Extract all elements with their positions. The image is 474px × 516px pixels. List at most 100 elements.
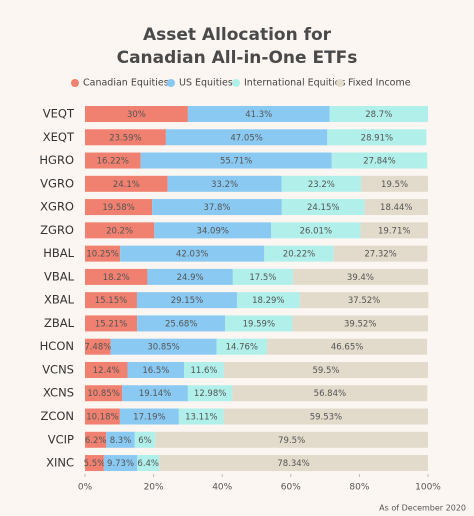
bar-segment xyxy=(85,338,111,355)
value-label: 20.22% xyxy=(283,250,315,260)
x-tick-label: 100% xyxy=(415,483,441,493)
legend-marker xyxy=(336,79,344,87)
value-label: 16.5% xyxy=(142,366,169,376)
bar-segment xyxy=(85,222,155,239)
bar-segment xyxy=(106,431,135,448)
bar-segment xyxy=(267,338,428,355)
value-label: 37.8% xyxy=(203,203,230,213)
value-label: 59.5% xyxy=(312,366,339,376)
chart-title: Canadian All-in-One ETFs xyxy=(117,48,358,68)
bar-segment xyxy=(271,222,361,239)
bar-segment xyxy=(85,431,107,448)
bar-segment xyxy=(327,129,427,146)
x-tick-label: 40% xyxy=(212,483,232,493)
value-label: 27.84% xyxy=(363,157,395,167)
bar-segment xyxy=(154,222,272,239)
category-label: HGRO xyxy=(39,153,74,167)
bar-segment xyxy=(147,268,233,285)
bar-segment xyxy=(85,455,104,472)
bar-segment xyxy=(281,175,362,192)
category-label: VBAL xyxy=(44,269,75,283)
bar-segment xyxy=(155,431,428,448)
bar-segment xyxy=(85,106,188,122)
bar-segment xyxy=(184,361,224,378)
bar-segment xyxy=(225,315,293,332)
bar-segment xyxy=(187,106,330,122)
value-label: 46.65% xyxy=(331,343,363,353)
value-label: 28.91% xyxy=(361,133,393,143)
bar-segment xyxy=(137,455,160,472)
value-label: 18.44% xyxy=(380,203,412,213)
value-label: 33.2% xyxy=(211,180,238,190)
value-label: 23.2% xyxy=(308,180,335,190)
bar-segment xyxy=(232,268,293,285)
x-tick-label: 0% xyxy=(78,483,93,493)
value-label: 34.09% xyxy=(197,226,229,236)
bar-segment xyxy=(137,315,226,332)
value-label: 18.29% xyxy=(252,296,284,306)
value-label: 39.4% xyxy=(347,273,374,283)
category-label: ZBAL xyxy=(44,316,75,330)
value-label: 29.15% xyxy=(171,296,203,306)
legend-label: Fixed Income xyxy=(348,78,411,89)
category-label: XGRO xyxy=(40,200,74,214)
category-label: ZGRO xyxy=(40,223,74,237)
value-label: 47.05% xyxy=(230,133,262,143)
bar-segment xyxy=(364,199,428,216)
value-label: 6% xyxy=(138,436,152,446)
bar-segment xyxy=(85,129,166,146)
value-label: 6.2% xyxy=(85,436,107,446)
value-label: 20.2% xyxy=(106,226,133,236)
value-label: 13.11% xyxy=(185,413,217,423)
bar-segment xyxy=(361,175,428,192)
value-label: 19.59% xyxy=(243,319,275,329)
bar-segment xyxy=(134,431,156,448)
bar-segment xyxy=(264,245,334,262)
value-label: 15.21% xyxy=(95,319,127,329)
value-label: 24.1% xyxy=(113,180,140,190)
bar-segment xyxy=(85,152,141,169)
value-label: 30% xyxy=(127,110,146,120)
legend-label: Canadian Equities xyxy=(83,78,169,89)
value-label: 19.14% xyxy=(139,389,171,399)
bar-segment xyxy=(85,315,138,332)
category-label: XINC xyxy=(46,456,74,470)
chart-title: Asset Allocation for xyxy=(143,25,332,45)
value-label: 10.18% xyxy=(86,413,118,423)
legend-marker xyxy=(71,79,79,87)
bar-segment xyxy=(281,199,365,216)
bar-segment xyxy=(85,175,168,192)
bar-segment xyxy=(110,338,217,355)
value-label: 10.85% xyxy=(87,389,119,399)
bar-segment xyxy=(223,408,429,425)
bar-segment xyxy=(232,385,428,402)
value-label: 59.53% xyxy=(310,413,342,423)
value-label: 17.19% xyxy=(133,413,165,423)
bar-segment xyxy=(167,175,282,192)
category-label: VEQT xyxy=(43,107,75,121)
value-label: 8.3% xyxy=(110,436,132,446)
category-label: ZCON xyxy=(40,409,74,423)
bar-segment xyxy=(178,408,224,425)
bar-segment xyxy=(85,361,128,378)
value-label: 56.84% xyxy=(314,389,346,399)
x-tick-label: 80% xyxy=(349,483,369,493)
bar-segment xyxy=(159,455,428,472)
category-label: VCIP xyxy=(48,432,74,446)
bar-segment xyxy=(85,245,121,262)
value-label: 37.52% xyxy=(348,296,380,306)
category-label: XBAL xyxy=(44,293,75,307)
bar-segment xyxy=(165,129,328,146)
bar-segment xyxy=(85,292,137,309)
value-label: 11.6% xyxy=(191,366,218,376)
bar-segment xyxy=(299,292,429,309)
value-label: 55.71% xyxy=(220,157,252,167)
value-label: 12.98% xyxy=(194,389,226,399)
bar-segment xyxy=(127,361,185,378)
legend-marker xyxy=(232,79,240,87)
value-label: 28.7% xyxy=(365,110,392,120)
value-label: 19.71% xyxy=(378,226,410,236)
bar-segment xyxy=(333,245,428,262)
value-label: 10.25% xyxy=(86,250,118,260)
value-label: 19.5% xyxy=(381,180,408,190)
